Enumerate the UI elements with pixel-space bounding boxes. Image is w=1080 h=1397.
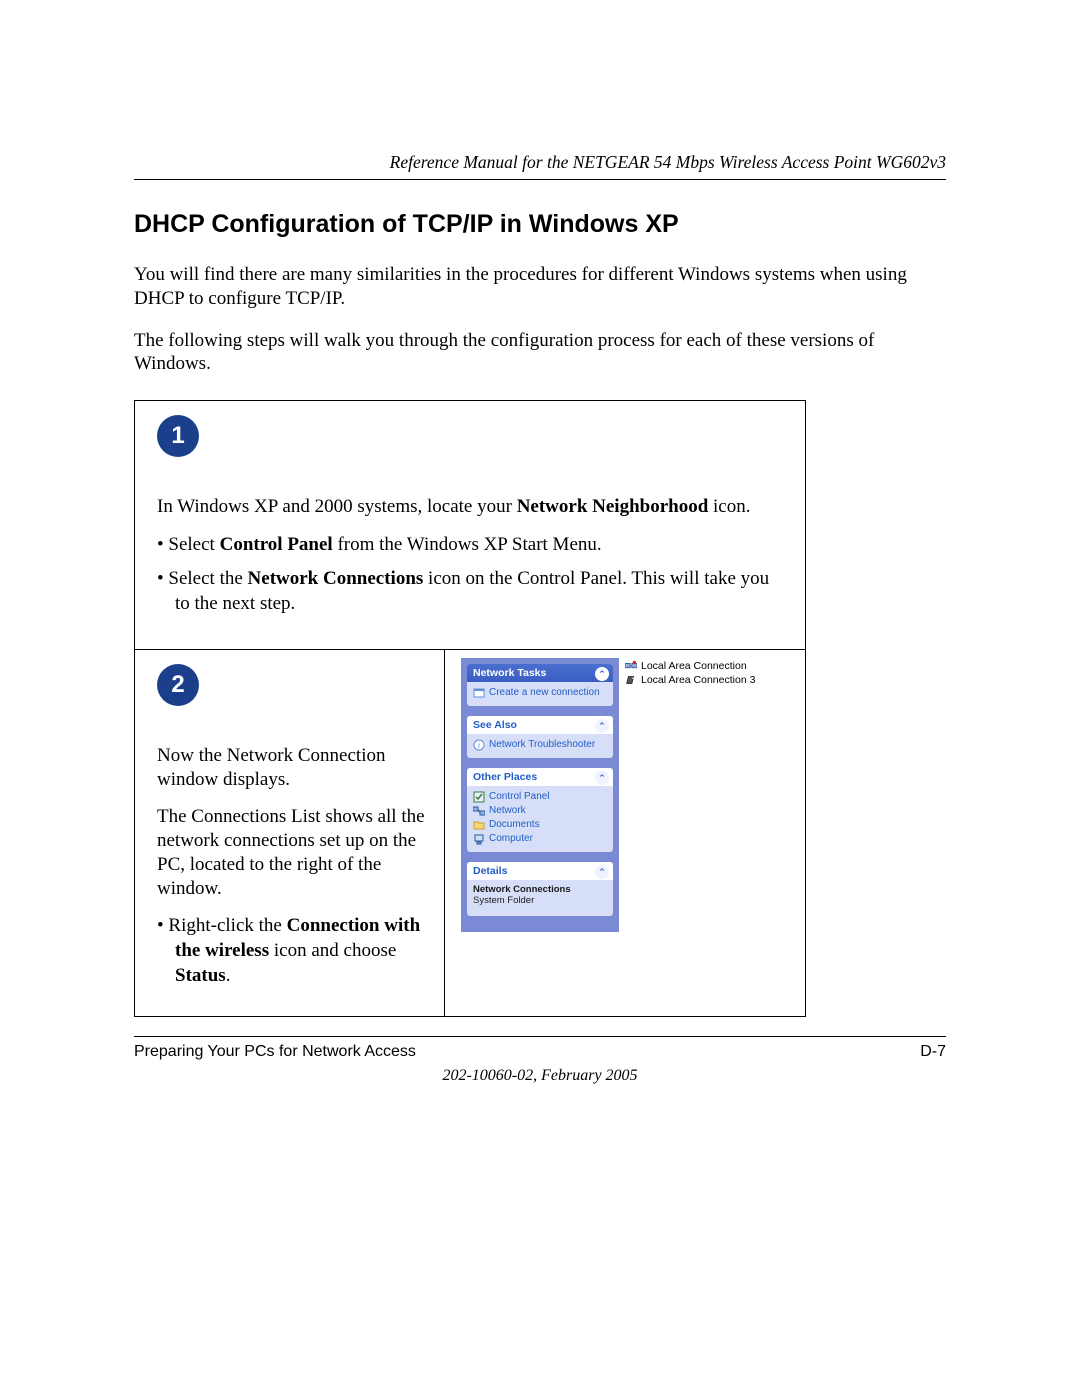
- xp-link-troubleshooter[interactable]: i Network Troubleshooter: [473, 738, 607, 752]
- step-1-text: In Windows XP and 2000 systems, locate y…: [157, 495, 783, 617]
- xp-details-title: Details: [473, 865, 507, 877]
- chevron-up-icon[interactable]: ⌃: [595, 865, 609, 879]
- s2b1-b2: Status: [175, 965, 226, 986]
- xp-details-line1: Network Connections: [473, 884, 607, 895]
- xp-panel-details: Details ⌃ Network Connections System Fol…: [467, 862, 613, 916]
- new-connection-icon: [473, 687, 485, 699]
- chevron-up-icon[interactable]: ⌃: [595, 771, 609, 785]
- step-2-p2: The Connections List shows all the netwo…: [157, 805, 426, 900]
- steps-table: 1 In Windows XP and 2000 systems, locate…: [134, 400, 806, 1017]
- xp-places-l1-label: Control Panel: [489, 791, 550, 802]
- step-1-bullet-2: Select the Network Connections icon on t…: [157, 567, 783, 616]
- conn1-label: Local Area Connection: [641, 660, 747, 672]
- step-1-badge: 1: [157, 415, 199, 457]
- s1b1-bold: Control Panel: [220, 534, 333, 555]
- xp-seealso-title: See Also: [473, 719, 517, 731]
- step-2-row: 2 Now the Network Connection window disp…: [135, 650, 805, 1017]
- step-1-intro-post: icon.: [708, 496, 750, 517]
- chevron-up-icon[interactable]: ⌃: [595, 719, 609, 733]
- xp-panel-network-tasks: Network Tasks ⌃ Create a new connection: [467, 664, 613, 706]
- connection-item-2[interactable]: Local Area Connection 3: [625, 674, 755, 686]
- page-footer: Preparing Your PCs for Network Access D-…: [134, 1036, 946, 1085]
- s1b2-pre: Select the: [168, 568, 247, 589]
- chevron-up-icon[interactable]: ⌃: [595, 667, 609, 681]
- s2b1-post: .: [226, 965, 231, 986]
- s1b1-pre: Select: [168, 534, 219, 555]
- folder-icon: [473, 819, 485, 831]
- s1b1-post: from the Windows XP Start Menu.: [333, 534, 602, 555]
- network-icon: [473, 805, 485, 817]
- connection-item-1[interactable]: Local Area Connection: [625, 660, 755, 672]
- xp-link-new-connection[interactable]: Create a new connection: [473, 686, 607, 700]
- xp-places-title: Other Places: [473, 771, 537, 783]
- s2b1-pre: Right-click the: [168, 915, 286, 936]
- xp-tasks-link1-label: Create a new connection: [489, 687, 600, 698]
- document-page: Reference Manual for the NETGEAR 54 Mbps…: [134, 152, 946, 1017]
- step-1-intro-pre: In Windows XP and 2000 systems, locate y…: [157, 496, 517, 517]
- intro-para-1: You will find there are many similaritie…: [134, 263, 946, 311]
- info-icon: i: [473, 739, 485, 751]
- xp-places-l4-label: Computer: [489, 833, 533, 844]
- step-1-row: 1 In Windows XP and 2000 systems, locate…: [135, 401, 805, 650]
- xp-connections-list: Local Area Connection Local Area Connect…: [625, 658, 755, 932]
- xp-seealso-link1-label: Network Troubleshooter: [489, 739, 595, 750]
- xp-link-documents[interactable]: Documents: [473, 818, 607, 832]
- footer-section-title: Preparing Your PCs for Network Access: [134, 1043, 416, 1061]
- xp-details-line2: System Folder: [473, 895, 534, 906]
- computer-icon: [473, 833, 485, 845]
- step-2-text: Now the Network Connection window displa…: [157, 744, 426, 989]
- footer-doc-id: 202-10060-02, February 2005: [134, 1067, 946, 1085]
- step-1-intro-bold: Network Neighborhood: [517, 496, 709, 517]
- step-2-badge: 2: [157, 664, 199, 706]
- step-2-p1: Now the Network Connection window displa…: [157, 744, 426, 792]
- xp-tasks-title: Network Tasks: [473, 667, 546, 679]
- s1b2-bold: Network Connections: [248, 568, 424, 589]
- xp-places-l3-label: Documents: [489, 819, 540, 830]
- intro-para-2: The following steps will walk you throug…: [134, 329, 946, 377]
- xp-link-control-panel[interactable]: Control Panel: [473, 790, 607, 804]
- step-2-screenshot: Network Tasks ⌃ Create a new connection: [445, 650, 805, 1017]
- xp-link-computer[interactable]: Computer: [473, 832, 607, 846]
- s2b1-mid: icon and choose: [269, 940, 396, 961]
- xp-panel-see-also: See Also ⌃ i Network Troubleshooter: [467, 716, 613, 758]
- xp-sidebar: Network Tasks ⌃ Create a new connection: [461, 658, 619, 932]
- footer-page-number: D-7: [920, 1043, 946, 1061]
- step-1-bullet-1: Select Control Panel from the Windows XP…: [157, 533, 783, 558]
- lan-icon: [625, 674, 637, 686]
- xp-places-l2-label: Network: [489, 805, 526, 816]
- xp-link-network[interactable]: Network: [473, 804, 607, 818]
- xp-panel-other-places: Other Places ⌃ Control Panel: [467, 768, 613, 852]
- svg-text:i: i: [478, 741, 480, 750]
- control-panel-icon: [473, 791, 485, 803]
- conn2-label: Local Area Connection 3: [641, 674, 755, 686]
- lan-icon: [625, 660, 637, 672]
- section-heading: DHCP Configuration of TCP/IP in Windows …: [134, 210, 946, 239]
- running-header: Reference Manual for the NETGEAR 54 Mbps…: [134, 152, 946, 180]
- step-2-bullet-1: Right-click the Connection with the wire…: [157, 914, 426, 988]
